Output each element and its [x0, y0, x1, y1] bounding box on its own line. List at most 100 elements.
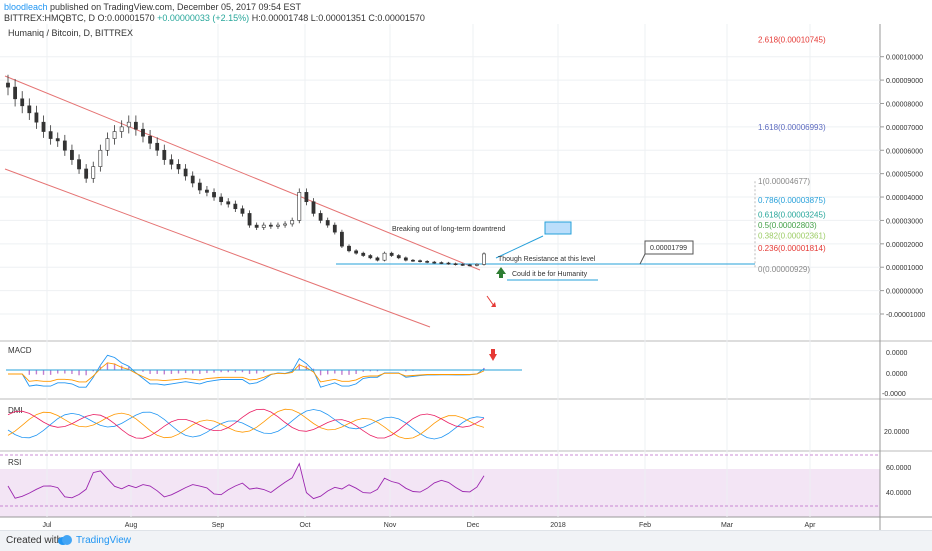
candle-body	[347, 245, 351, 252]
tradingview-brand[interactable]: TradingView	[76, 535, 132, 546]
price-tick-label: 0.00010000	[886, 55, 923, 62]
candle-body	[91, 166, 96, 179]
fib-level-label: 0.786(0.00003875)	[758, 196, 826, 205]
fib-retracement[interactable]: 2.618(0.00010745) 1.618(0.00006993) 1(0.00…	[754, 35, 826, 274]
candle-body	[176, 163, 181, 170]
up-arrow-icon-stem	[499, 273, 503, 278]
time-tick-label: Nov	[384, 522, 397, 529]
candle-body	[48, 131, 53, 139]
ohlc-close: C:0.00001570	[368, 13, 425, 23]
candle-body	[62, 140, 67, 151]
dmi-series-line	[7, 408, 485, 440]
price-callout: 0.00001799	[650, 245, 687, 252]
price-callout-box[interactable]	[644, 240, 694, 255]
breakout-annotation[interactable]: Breaking out of long-term downtrend	[392, 226, 505, 233]
price-tick-label: 0.00005000	[886, 172, 923, 179]
candle-body	[84, 168, 89, 179]
candle-body	[6, 82, 10, 88]
candle-body	[112, 131, 117, 139]
price-pane	[0, 24, 880, 336]
ohlc-line: BITTREX:HMQBTC, D O:0.00001570 +0.000000…	[4, 13, 425, 23]
channel-upper-line[interactable]	[4, 75, 481, 271]
candle-body	[311, 201, 316, 214]
candle-body	[247, 213, 252, 226]
chart-title: Humaniq / Bitcoin, D, BITTREX	[8, 28, 133, 38]
up-arrow-icon[interactable]	[496, 267, 506, 274]
time-axis-labels: Jul Aug Sep Oct Nov Dec 2018 Feb Mar Apr	[43, 522, 817, 529]
dmi-series-line	[7, 408, 485, 439]
candle-body	[283, 223, 287, 226]
candle-body	[389, 252, 394, 256]
chart-canvas[interactable]: Jul Aug Sep Oct Nov Dec 2018 Feb Mar Apr 0.000100…	[0, 24, 932, 530]
publish-text: published on TradingView.com, December 0…	[47, 2, 302, 12]
time-tick-label: Mar	[721, 522, 734, 529]
candle-body	[439, 262, 444, 264]
candle-body	[190, 175, 195, 184]
candle-body	[332, 224, 337, 233]
humanity-annotation[interactable]: Could it be for Humanity	[512, 271, 588, 278]
candle-body	[474, 264, 479, 266]
candle-body	[155, 142, 160, 151]
rsi-series-line	[7, 462, 485, 500]
created-with-text: Created with	[6, 535, 63, 546]
time-tick-label: Feb	[639, 522, 651, 529]
candle-body	[240, 208, 245, 214]
price-tick-label: 0.00007000	[886, 125, 923, 132]
candle-body	[325, 220, 330, 226]
time-tick-label: Aug	[125, 522, 138, 529]
candle-body	[119, 126, 124, 132]
rsi-tick-60: 60.0000	[886, 465, 911, 472]
grid-lines	[0, 24, 880, 517]
price-tick-label: 0.00008000	[886, 101, 923, 108]
candle-body	[304, 192, 309, 203]
author-name[interactable]: bloodleach	[4, 2, 48, 12]
down-pointer	[486, 295, 495, 307]
candle-body	[212, 192, 216, 198]
fib-level-label: 2.618(0.00010745)	[758, 35, 826, 44]
resistance-annotation[interactable]: Though Resistance at this level	[498, 256, 596, 263]
fib-level-label: 0.382(0.00002361)	[758, 231, 826, 240]
candle-body	[340, 231, 344, 247]
candle-body	[13, 86, 18, 100]
macd-tick-top: 0.0000	[886, 350, 908, 357]
candle-body	[219, 196, 224, 203]
rsi-tick-40: 40.0000	[886, 490, 911, 497]
candle-body	[148, 135, 152, 144]
macd-signal-line	[8, 362, 485, 383]
macd-tick-mid: 0.0000	[886, 371, 908, 378]
candle-body	[126, 121, 131, 128]
candlesticks	[6, 74, 486, 267]
down-pointer-head	[491, 302, 496, 307]
fib-level-label: 0.5(0.00002803)	[758, 221, 817, 230]
channel-lower-line[interactable]	[4, 168, 431, 328]
candle-body	[276, 224, 280, 227]
candle-body	[77, 159, 81, 170]
candle-body	[482, 253, 486, 265]
candle-body	[41, 121, 46, 132]
candle-body	[432, 261, 437, 264]
macd-tick-low: -0.0000	[882, 391, 906, 398]
candle-body	[403, 257, 408, 261]
dmi-lines	[7, 408, 485, 440]
ohlc-change: +0.00000033 (+2.15%)	[157, 13, 250, 23]
publish-info: bloodleach published on TradingView.com,…	[4, 2, 301, 12]
candle-body	[453, 263, 458, 266]
footer-bar: Created with TradingView	[0, 530, 932, 551]
candle-body	[20, 98, 25, 107]
ohlc-high: H:0.00001748	[251, 13, 309, 23]
down-arrow-icon[interactable]	[489, 354, 497, 361]
fib-level-label: 1(0.00004677)	[758, 177, 810, 186]
candle-body	[34, 112, 39, 123]
target-box[interactable]	[544, 221, 572, 235]
candle-body	[425, 261, 430, 263]
dmi-series-line	[7, 409, 485, 440]
candle-body	[354, 250, 359, 254]
candle-body	[318, 213, 323, 221]
candle-body	[375, 257, 380, 261]
candle-body	[55, 138, 60, 142]
fib-level-label: 0.618(0.00003245)	[758, 211, 826, 220]
price-axis-labels: 0.00010000 0.00009000 0.00008000 0.00007000…	[880, 55, 925, 319]
macd-line	[8, 354, 485, 388]
candle-body	[396, 255, 401, 259]
candle-body	[268, 224, 273, 227]
